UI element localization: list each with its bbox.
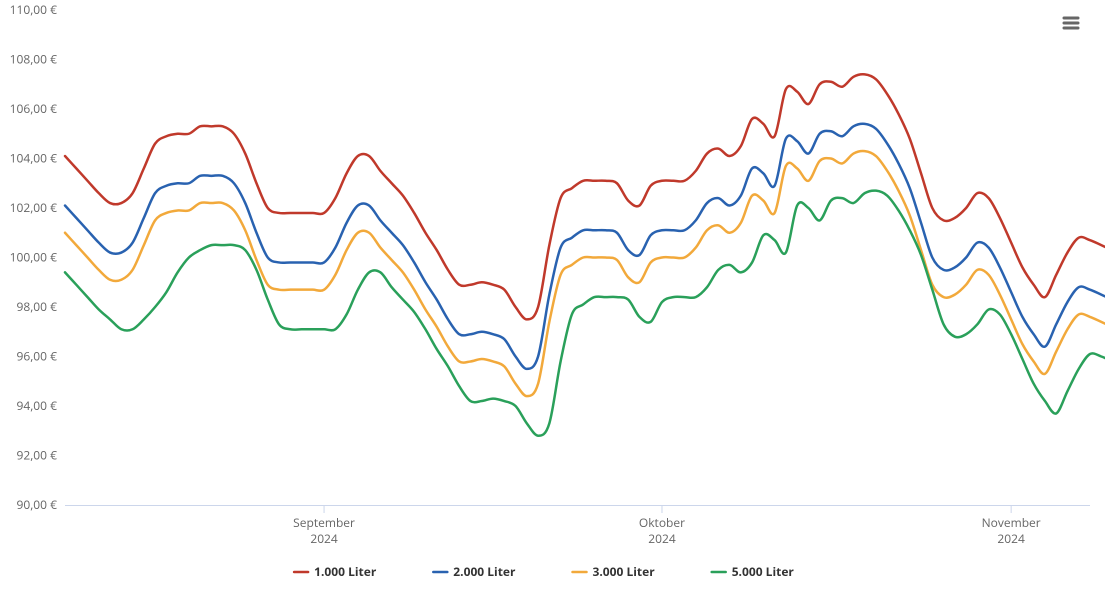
legend-label: 3.000 Liter (593, 563, 656, 580)
x-tick-year: 2024 (648, 530, 676, 547)
legend-label: 1.000 Liter (314, 563, 377, 580)
chart-menu-button[interactable] (1064, 18, 1078, 28)
y-tick-label: 98,00 € (16, 298, 57, 315)
y-tick-label: 94,00 € (16, 397, 57, 414)
x-tick-year: 2024 (310, 530, 338, 547)
series-line (65, 151, 1105, 396)
series-line (65, 191, 1105, 436)
y-tick-label: 110,00 € (10, 1, 58, 18)
y-tick-label: 108,00 € (10, 51, 58, 68)
y-tick-label: 92,00 € (16, 447, 57, 464)
x-tick-label: Oktober (639, 514, 685, 531)
chart-svg: 90,00 € 92,00 € 94,00 € 96,00 € 98,00 € 100,0… (0, 0, 1105, 602)
x-tick-label: September (293, 514, 355, 531)
legend-item[interactable]: 5.000 Liter (712, 563, 795, 580)
y-tick-label: 90,00 € (16, 496, 57, 513)
y-tick-label: 104,00 € (10, 150, 58, 167)
legend-item[interactable]: 2.000 Liter (433, 563, 516, 580)
series-line (65, 74, 1105, 319)
x-tick-year: 2024 (997, 530, 1025, 547)
legend-label: 5.000 Liter (732, 563, 795, 580)
x-tick-label: November (982, 514, 1041, 531)
price-chart: 90,00 € 92,00 € 94,00 € 96,00 € 98,00 € 100,0… (0, 0, 1105, 602)
y-tick-label: 102,00 € (10, 199, 58, 216)
y-tick-label: 106,00 € (10, 100, 58, 117)
legend-item[interactable]: 1.000 Liter (294, 563, 377, 580)
y-tick-label: 100,00 € (10, 249, 58, 266)
legend-label: 2.000 Liter (453, 563, 516, 580)
legend-item[interactable]: 3.000 Liter (573, 563, 656, 580)
y-tick-label: 96,00 € (16, 348, 57, 365)
